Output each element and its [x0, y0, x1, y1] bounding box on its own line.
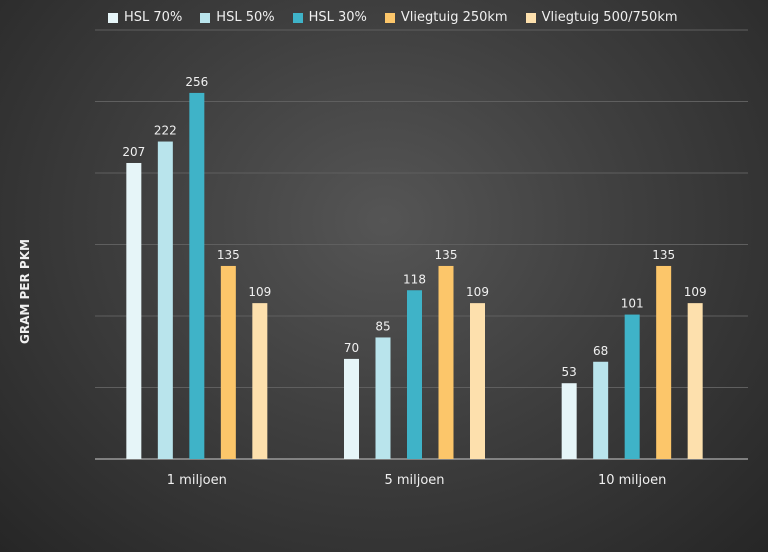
legend-label: HSL 50%	[216, 10, 275, 25]
x-tick-label: 5 miljoen	[384, 473, 444, 488]
bar	[407, 290, 422, 459]
legend-swatch	[200, 12, 211, 23]
x-tick-label: 1 miljoen	[167, 473, 227, 488]
bar	[561, 383, 577, 459]
legend-item: Vliegtuig 500/750km	[525, 10, 678, 25]
legend-label: Vliegtuig 500/750km	[541, 10, 678, 25]
legend-label: Vliegtuig 250km	[400, 10, 508, 25]
bar	[624, 314, 640, 459]
data-label: 135	[652, 248, 675, 262]
legend-item: HSL 50%	[200, 10, 275, 25]
bar	[344, 358, 359, 459]
bar	[252, 303, 268, 459]
bar	[189, 92, 205, 460]
data-label: 256	[185, 75, 208, 89]
legend-item: HSL 70%	[108, 10, 182, 25]
legend-item: HSL 30%	[292, 10, 367, 25]
data-label: 109	[684, 285, 707, 299]
bar	[656, 265, 672, 459]
bar	[438, 265, 454, 459]
data-label: 222	[154, 124, 177, 138]
data-label: 118	[403, 272, 426, 286]
bar	[375, 337, 391, 459]
legend-swatch	[292, 12, 303, 23]
legend-swatch	[384, 12, 395, 23]
data-label: 70	[344, 341, 359, 355]
legend-swatch	[108, 12, 118, 23]
data-label: 53	[562, 365, 577, 379]
data-label: 85	[375, 319, 390, 333]
chart-legend: HSL 70% HSL 50% HSL 30% Vliegtuig 250km Vlie…	[108, 10, 678, 25]
data-label: 109	[248, 285, 271, 299]
data-label: 135	[435, 248, 458, 262]
data-label: 135	[217, 248, 240, 262]
legend-swatch	[525, 12, 536, 23]
data-label: 109	[466, 285, 489, 299]
x-tick-label: 10 miljoen	[598, 473, 666, 488]
bar	[220, 265, 236, 459]
legend-label: HSL 70%	[124, 10, 183, 25]
bar	[126, 162, 142, 460]
legend-label: HSL 30%	[308, 10, 367, 25]
data-label: 101	[621, 297, 644, 311]
bar	[157, 141, 173, 460]
data-label: 68	[593, 344, 608, 358]
legend-item: Vliegtuig 250km	[384, 10, 508, 25]
bar	[593, 361, 609, 459]
bar	[470, 303, 485, 459]
data-label: 207	[122, 145, 145, 159]
bar	[687, 303, 703, 459]
